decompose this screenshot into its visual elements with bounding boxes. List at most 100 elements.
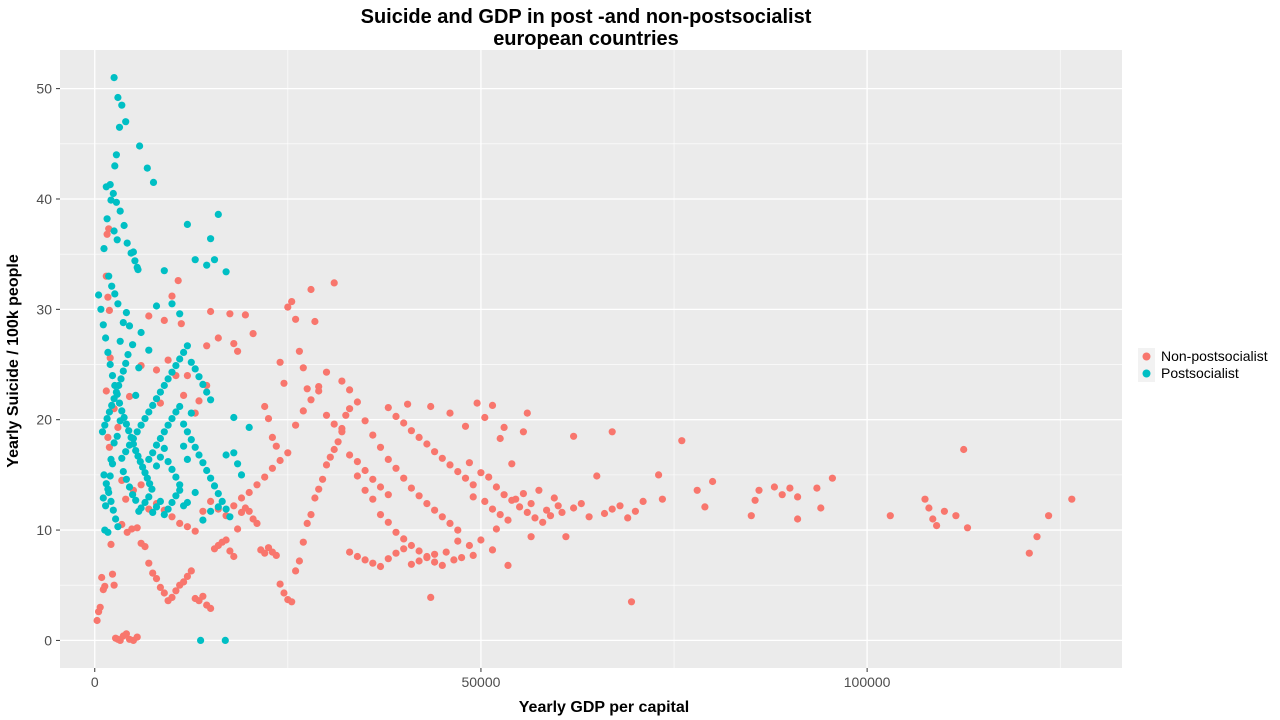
postsocialist-point — [114, 93, 122, 102]
non-postsocialist-point — [817, 504, 825, 512]
non-postsocialist-point — [496, 434, 504, 443]
non-postsocialist-point — [280, 589, 288, 597]
postsocialist-point — [145, 408, 153, 416]
non-postsocialist-point — [299, 407, 307, 415]
non-postsocialist-point — [504, 516, 512, 524]
postsocialist-point — [230, 413, 238, 422]
non-postsocialist-point — [214, 334, 222, 342]
postsocialist-point — [95, 291, 103, 299]
postsocialist-point — [145, 493, 153, 501]
postsocialist-point — [119, 367, 127, 375]
non-postsocialist-point — [384, 518, 392, 526]
postsocialist-point — [222, 268, 230, 276]
postsocialist-point — [114, 300, 122, 308]
non-postsocialist-point — [384, 455, 392, 463]
non-postsocialist-point — [322, 461, 331, 469]
postsocialist-point — [105, 272, 113, 280]
non-postsocialist-point — [174, 277, 182, 285]
non-postsocialist-point — [361, 556, 369, 564]
non-postsocialist-point — [415, 557, 423, 565]
postsocialist-point — [122, 420, 130, 428]
non-postsocialist-point — [523, 508, 531, 516]
non-postsocialist-point — [133, 633, 141, 641]
non-postsocialist-point — [107, 540, 115, 549]
postsocialist-point — [156, 497, 164, 505]
non-postsocialist-point — [539, 518, 547, 526]
postsocialist-point — [137, 328, 145, 337]
non-postsocialist-point — [1045, 512, 1053, 520]
non-postsocialist-point — [268, 464, 276, 472]
non-postsocialist-point — [392, 464, 400, 472]
x-axis-title: Yearly GDP per capital — [519, 699, 689, 716]
postsocialist-point — [199, 516, 207, 524]
non-postsocialist-point — [794, 493, 802, 501]
non-postsocialist-point — [133, 524, 141, 532]
postsocialist-point — [191, 256, 199, 264]
non-postsocialist-point — [376, 483, 385, 491]
postsocialist-point — [106, 472, 114, 480]
postsocialist-point — [148, 485, 156, 493]
non-postsocialist-point — [276, 580, 284, 588]
non-postsocialist-point — [535, 486, 543, 494]
postsocialist-point — [106, 360, 114, 369]
non-postsocialist-point — [326, 453, 334, 461]
non-postsocialist-point — [423, 500, 431, 508]
non-postsocialist-point — [272, 442, 280, 450]
postsocialist-point — [107, 196, 115, 204]
non-postsocialist-point — [404, 400, 412, 408]
postsocialist-point — [108, 282, 116, 290]
postsocialist-point — [108, 401, 116, 409]
postsocialist-point — [245, 423, 253, 431]
postsocialist-point — [207, 396, 215, 404]
non-postsocialist-point — [199, 507, 207, 515]
postsocialist-point — [164, 505, 172, 513]
postsocialist-point — [118, 407, 126, 415]
postsocialist-point — [136, 142, 144, 150]
non-postsocialist-point — [253, 481, 261, 489]
non-postsocialist-point — [400, 474, 408, 482]
non-postsocialist-point — [369, 559, 377, 567]
non-postsocialist-point — [334, 438, 342, 446]
postsocialist-point — [152, 503, 161, 511]
postsocialist-point — [116, 207, 124, 215]
postsocialist-point — [125, 483, 134, 491]
postsocialist-point — [129, 341, 137, 349]
non-postsocialist-point — [292, 567, 300, 575]
non-postsocialist-point — [168, 292, 176, 300]
non-postsocialist-point — [392, 412, 400, 420]
non-postsocialist-point — [299, 538, 307, 546]
postsocialist-point — [125, 427, 133, 435]
y-axis-ticks: 0 10 20 30 40 50 — [36, 81, 60, 648]
non-postsocialist-point — [454, 468, 462, 476]
postsocialist-point — [99, 321, 107, 329]
y-tick-label: 10 — [36, 522, 52, 538]
postsocialist-point — [139, 463, 147, 471]
postsocialist-point — [164, 458, 172, 466]
x-tick-label: 50000 — [461, 674, 500, 690]
postsocialist-point — [221, 636, 229, 645]
non-postsocialist-point — [249, 330, 257, 338]
non-postsocialist-point — [330, 445, 338, 454]
postsocialist-point — [237, 471, 246, 479]
non-postsocialist-point — [361, 417, 369, 425]
chart-title-line1: Suicide and GDP in post -and non-postsoc… — [361, 6, 812, 28]
postsocialist-point — [160, 381, 168, 390]
non-postsocialist-point — [145, 312, 153, 320]
postsocialist-point — [115, 381, 123, 390]
non-postsocialist-point — [272, 551, 280, 560]
y-tick-label: 30 — [36, 301, 52, 317]
non-postsocialist-point — [245, 488, 253, 497]
non-postsocialist-point — [183, 372, 191, 380]
non-postsocialist-point — [299, 364, 307, 372]
postsocialist-point — [164, 375, 172, 383]
postsocialist-point — [131, 257, 139, 265]
postsocialist-point — [120, 221, 128, 230]
postsocialist-point — [102, 502, 110, 510]
postsocialist-point — [183, 498, 191, 507]
postsocialist-point — [156, 388, 164, 396]
postsocialist-point — [107, 455, 115, 463]
non-postsocialist-point — [207, 497, 215, 505]
y-tick-label: 20 — [36, 412, 52, 428]
y-tick-label: 50 — [36, 81, 52, 97]
non-postsocialist-point — [295, 557, 303, 565]
